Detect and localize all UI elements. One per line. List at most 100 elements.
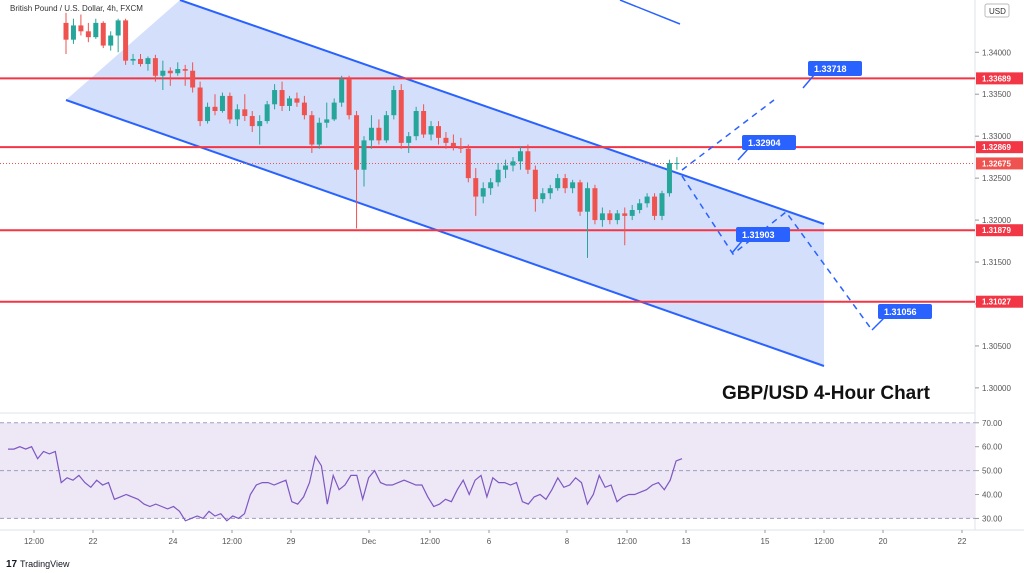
candle-down: [450, 142, 456, 147]
candle-up: [93, 22, 99, 38]
y-tick-label: 1.31500: [982, 258, 1011, 267]
candle-up: [383, 115, 389, 141]
candle-up: [599, 213, 605, 221]
x-tick-label: 15: [761, 537, 770, 546]
candle-down: [227, 95, 233, 120]
channel-parallel-line[interactable]: [619, 0, 681, 25]
x-tick-label: 8: [565, 537, 570, 546]
candle-down: [197, 87, 203, 122]
level-price-tag-bg: [976, 72, 1023, 85]
candle-down: [249, 116, 255, 127]
candle-up: [406, 136, 412, 143]
candle-up: [257, 121, 263, 127]
x-tick-label: 24: [169, 537, 178, 546]
candle-up: [160, 70, 166, 76]
candle-up: [547, 188, 553, 194]
candle-down: [622, 213, 628, 216]
x-tick-label: 12:00: [420, 537, 441, 546]
candle-down: [652, 196, 658, 216]
candle-down: [138, 58, 143, 65]
rsi-tick-label: 50.00: [982, 467, 1003, 476]
x-tick-label: 13: [682, 537, 691, 546]
y-tick-label: 1.32000: [982, 216, 1011, 225]
x-tick-label: 12:00: [617, 537, 638, 546]
channel-lower-line[interactable]: [65, 99, 825, 367]
candle-down: [190, 70, 196, 88]
candle-up: [666, 163, 672, 194]
candle-down: [242, 109, 248, 117]
candle-down: [398, 90, 404, 143]
x-tick-label: 22: [89, 537, 98, 546]
callout-box[interactable]: [736, 227, 790, 242]
level-price-tag-bg: [976, 141, 1023, 154]
candle-down: [376, 127, 382, 141]
candle-up: [503, 165, 509, 170]
x-tick-label: 22: [958, 537, 967, 546]
candle-down: [473, 178, 479, 197]
x-tick-label: 12:00: [24, 537, 45, 546]
tradingview-logo-mark: 17: [6, 559, 18, 570]
candle-down: [152, 58, 158, 76]
callout-label: 1.33718: [814, 64, 847, 74]
y-tick-label: 1.33000: [982, 132, 1011, 141]
candle-down: [465, 148, 471, 179]
level-price-tag-bg: [976, 295, 1023, 308]
candle-down: [421, 111, 427, 135]
candle-down: [532, 169, 538, 200]
candle-up: [272, 90, 278, 105]
candle-down: [100, 22, 106, 46]
candle-up: [540, 193, 546, 200]
rsi-tick-label: 70.00: [982, 419, 1003, 428]
x-tick-label: Dec: [362, 537, 376, 546]
descending-channel-fill: [66, 0, 824, 366]
rsi-tick-label: 30.00: [982, 514, 1003, 523]
candle-up: [391, 90, 397, 116]
candle-up: [614, 213, 620, 221]
candle-down: [436, 126, 441, 138]
callout-box[interactable]: [878, 304, 932, 319]
candle-up: [361, 140, 367, 170]
callout-box[interactable]: [742, 135, 796, 150]
callout-box[interactable]: [808, 61, 862, 76]
candle-down: [346, 79, 352, 116]
candle-up: [175, 69, 181, 74]
currency-badge[interactable]: USD: [989, 7, 1006, 16]
tradingview-logo: 17 TradingView: [6, 559, 70, 570]
callout-label: 1.31056: [884, 307, 917, 317]
candle-up: [480, 188, 486, 197]
level-price-tag-bg: [976, 224, 1023, 237]
channel-upper-line[interactable]: [179, 0, 825, 225]
candle-up: [488, 182, 494, 189]
candle-up: [70, 25, 76, 40]
candle-down: [78, 25, 84, 32]
candle-up: [570, 182, 576, 189]
candle-up: [145, 58, 151, 65]
candle-up: [205, 106, 211, 122]
candle-down: [294, 98, 300, 103]
candle-down: [309, 115, 315, 145]
level-price-tag: 1.31879: [982, 226, 1011, 235]
candle-up: [331, 102, 337, 120]
candle-up: [629, 210, 635, 216]
y-tick-label: 1.33500: [982, 90, 1011, 99]
candle-up: [637, 203, 643, 211]
x-tick-label: 29: [287, 537, 296, 546]
candle-up: [368, 127, 374, 141]
candle-up: [428, 126, 434, 135]
candle-up: [316, 122, 322, 145]
rsi-line[interactable]: [8, 445, 683, 522]
x-tick-label: 12:00: [814, 537, 835, 546]
y-tick-label: 1.34000: [982, 48, 1011, 57]
candle-down: [592, 188, 598, 221]
x-tick-label: 6: [487, 537, 492, 546]
candle-down: [354, 115, 360, 170]
current-price-tag: 1.32675: [982, 159, 1011, 168]
x-tick-label: 12:00: [222, 537, 243, 546]
candle-up: [287, 98, 292, 106]
level-price-tag: 1.31027: [982, 298, 1011, 307]
y-tick-label: 1.32500: [982, 174, 1011, 183]
rsi-tick-label: 60.00: [982, 443, 1003, 452]
candle-up: [644, 196, 650, 204]
candle-down: [443, 137, 449, 143]
